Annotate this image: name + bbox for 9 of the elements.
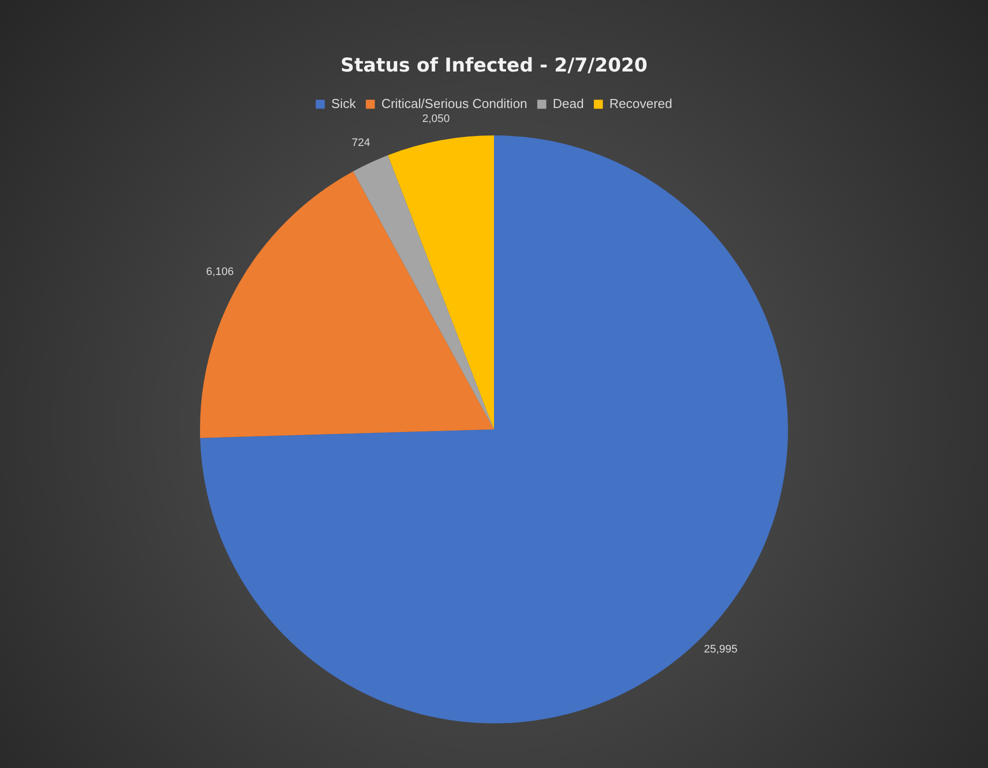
data-label: 6,106 [206, 266, 234, 278]
data-label: 724 [352, 136, 370, 149]
legend-label: Recovered [609, 96, 672, 111]
data-label: 25,995 [704, 644, 738, 656]
legend-label: Dead [552, 96, 584, 111]
legend-label: Sick [331, 96, 356, 111]
chart-title: Status of Infected - 2/7/2020 [340, 54, 648, 76]
legend-label: Critical/Serious Condition [381, 96, 528, 111]
data-label: 2,050 [422, 112, 450, 125]
